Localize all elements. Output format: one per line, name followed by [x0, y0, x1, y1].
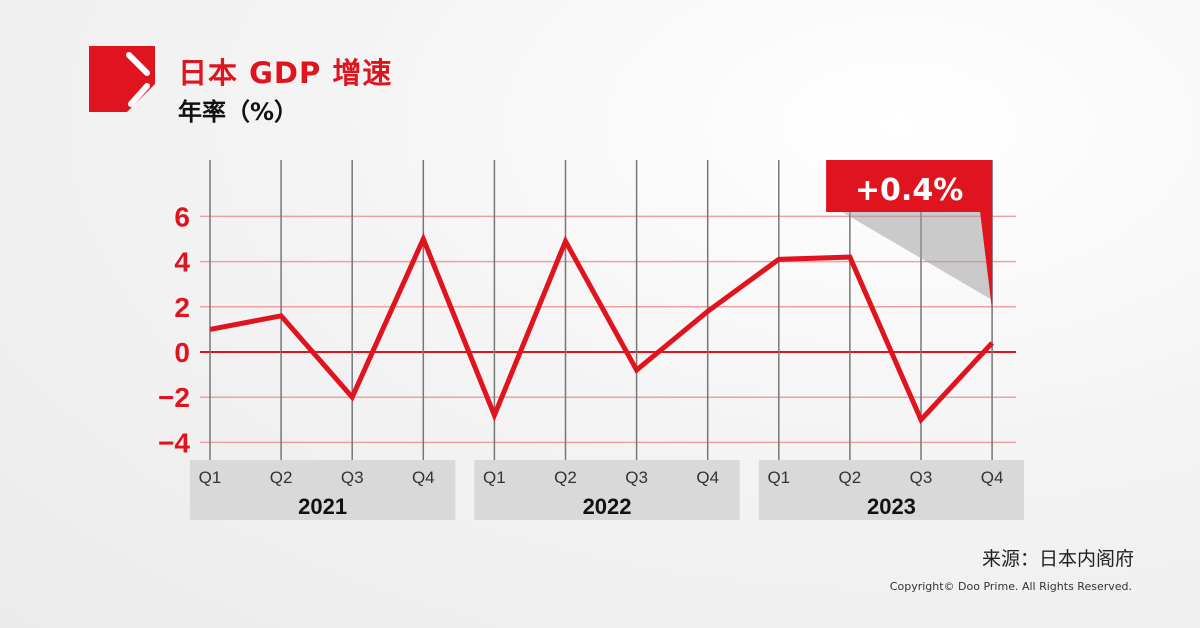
chart-subtitle: 年率（%） [178, 98, 299, 126]
brand-logo [89, 46, 155, 112]
copyright: Copyright© Doo Prime. All Rights Reserve… [889, 580, 1132, 593]
year-band [474, 460, 740, 520]
y-tick-label: 2 [174, 292, 190, 323]
x-tick-label: Q2 [839, 468, 862, 487]
x-tick-label: Q1 [199, 468, 222, 487]
y-tick-label: 4 [174, 247, 190, 278]
year-label: 2023 [867, 494, 916, 519]
x-tick-label: Q3 [910, 468, 933, 487]
x-tick-label: Q4 [981, 468, 1004, 487]
chart-title: 日本 GDP 增速 [178, 56, 393, 90]
x-tick-label: Q1 [483, 468, 506, 487]
y-tick-label: −4 [158, 427, 190, 458]
x-tick-label: Q4 [412, 468, 435, 487]
x-tick-label: Q4 [696, 468, 719, 487]
x-tick-label: Q3 [625, 468, 648, 487]
year-label: 2021 [298, 494, 347, 519]
annotation-shadow [842, 212, 993, 300]
annotation-callout [826, 160, 993, 310]
x-tick-label: Q3 [341, 468, 364, 487]
y-tick-label: 0 [174, 337, 190, 368]
x-tick-label: Q2 [554, 468, 577, 487]
x-tick-label: Q2 [270, 468, 293, 487]
x-tick-label: Q1 [767, 468, 790, 487]
year-label: 2022 [583, 494, 632, 519]
annotation-label: +0.4% [855, 173, 963, 208]
source-note: 来源：日本内阁府 [981, 548, 1134, 570]
series-line [209, 232, 994, 425]
year-band [190, 460, 456, 520]
year-band [758, 460, 1025, 520]
y-tick-label: −2 [158, 382, 190, 413]
y-tick-label: 6 [174, 201, 190, 232]
